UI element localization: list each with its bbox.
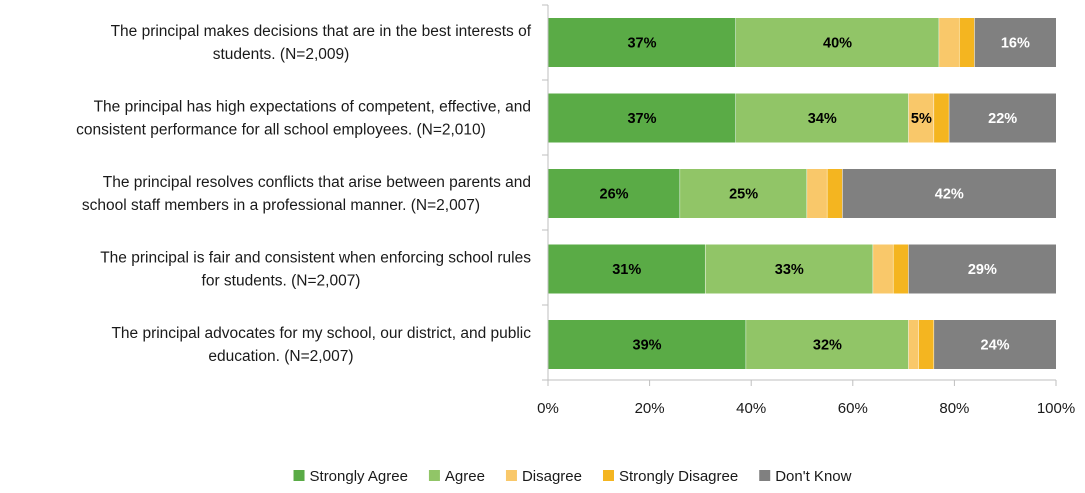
legend-swatch-strongly-disagree	[603, 470, 614, 481]
legend-label-disagree: Disagree	[522, 468, 582, 485]
data-label-agree-1: 40%	[823, 36, 852, 52]
x-tick-label-80: 80%	[939, 400, 969, 417]
data-label-strongly-agree-3: 26%	[600, 187, 629, 203]
legend-swatch-strongly-agree	[294, 470, 305, 481]
x-tick-label-60: 60%	[838, 400, 868, 417]
data-label-don-t-know-4: 29%	[968, 262, 997, 278]
x-tick-label-100: 100%	[1037, 400, 1075, 417]
data-label-don-t-know-2: 22%	[988, 111, 1017, 127]
category-label-4: The principal is fair and consistent whe…	[100, 250, 531, 290]
data-label-agree-3: 25%	[729, 187, 758, 203]
data-label-don-t-know-3: 42%	[935, 187, 964, 203]
data-label-strongly-agree-1: 37%	[627, 36, 656, 52]
bar-strongly-disagree-1	[959, 18, 974, 67]
bar-strongly-disagree-4	[893, 245, 908, 294]
bar-disagree-4	[873, 245, 893, 294]
data-label-agree-2: 34%	[808, 111, 837, 127]
data-label-strongly-agree-4: 31%	[612, 262, 641, 278]
category-label-1: The principal makes decisions that are i…	[111, 23, 532, 63]
data-label-strongly-agree-2: 37%	[627, 111, 656, 127]
data-label-strongly-agree-5: 39%	[633, 338, 662, 354]
bar-strongly-disagree-2	[934, 94, 949, 143]
bar-disagree-1	[939, 18, 959, 67]
x-tick-label-20: 20%	[635, 400, 665, 417]
legend: Strongly Agree Agree Disagree Strongly Disa…	[294, 468, 852, 485]
x-tick-label-0: 0%	[537, 400, 559, 417]
legend-label-strongly-agree: Strongly Agree	[310, 468, 408, 485]
data-label-don-t-know-1: 16%	[1001, 36, 1030, 52]
data-label-agree-5: 32%	[813, 338, 842, 354]
x-tick-label-40: 40%	[736, 400, 766, 417]
category-label-5: The principal advocates for my school, o…	[111, 325, 531, 365]
bar-disagree-3	[807, 169, 827, 218]
bar-strongly-disagree-3	[827, 169, 842, 218]
legend-swatch-disagree	[506, 470, 517, 481]
legend-label-don-t-know: Don't Know	[775, 468, 851, 485]
category-label-2: The principal has high expectations of c…	[76, 99, 531, 139]
data-label-disagree-2: 5%	[911, 111, 932, 127]
data-label-don-t-know-5: 24%	[981, 338, 1010, 354]
bar-disagree-5	[909, 320, 919, 369]
data-label-agree-4: 33%	[775, 262, 804, 278]
category-label-3: The principal resolves conflicts that ar…	[82, 174, 531, 214]
legend-swatch-don-t-know	[759, 470, 770, 481]
legend-swatch-agree	[429, 470, 440, 481]
legend-label-strongly-disagree: Strongly Disagree	[619, 468, 738, 485]
bar-strongly-disagree-5	[919, 320, 934, 369]
legend-label-agree: Agree	[445, 468, 485, 485]
